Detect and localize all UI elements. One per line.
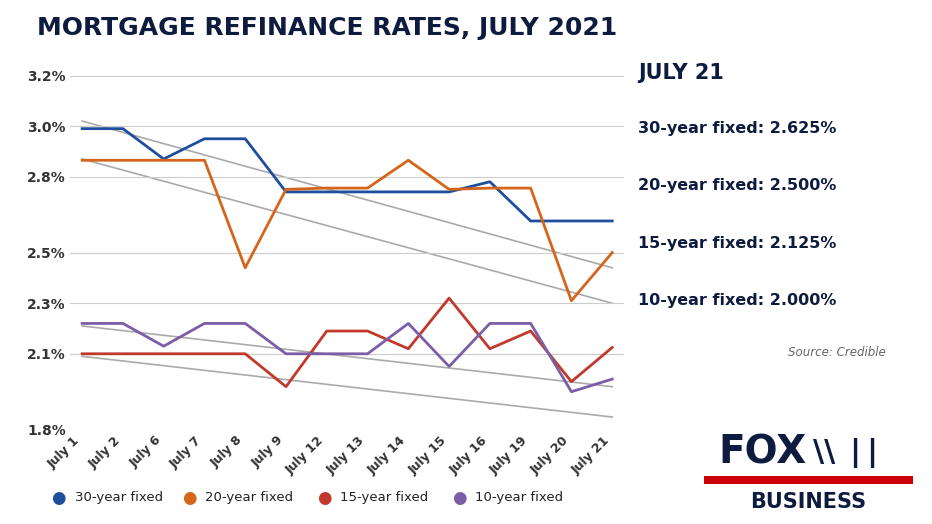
Text: MORTGAGE REFINANCE RATES, JULY 2021: MORTGAGE REFINANCE RATES, JULY 2021	[37, 16, 618, 40]
Text: FOX: FOX	[719, 434, 806, 472]
Text: |: |	[849, 438, 860, 468]
Text: 30-year fixed: 30-year fixed	[75, 492, 163, 504]
Text: 15-year fixed: 15-year fixed	[340, 492, 429, 504]
Text: 20-year fixed: 20-year fixed	[205, 492, 294, 504]
Text: \\: \\	[813, 438, 846, 467]
Text: ●: ●	[182, 489, 197, 507]
Text: 10-year fixed: 2.000%: 10-year fixed: 2.000%	[638, 293, 837, 309]
Bar	[704, 476, 913, 484]
Text: |: |	[866, 438, 877, 468]
Text: ●: ●	[317, 489, 332, 507]
Text: BUSINESS: BUSINESS	[750, 492, 867, 512]
Text: ●: ●	[51, 489, 66, 507]
Text: 15-year fixed: 2.125%: 15-year fixed: 2.125%	[638, 236, 837, 251]
Text: JULY 21: JULY 21	[638, 63, 724, 83]
Text: 10-year fixed: 10-year fixed	[475, 492, 564, 504]
Text: 20-year fixed: 2.500%: 20-year fixed: 2.500%	[638, 178, 837, 193]
Text: Source: Credible: Source: Credible	[788, 346, 885, 359]
Text: ●: ●	[452, 489, 467, 507]
Text: 30-year fixed: 2.625%: 30-year fixed: 2.625%	[638, 121, 837, 136]
